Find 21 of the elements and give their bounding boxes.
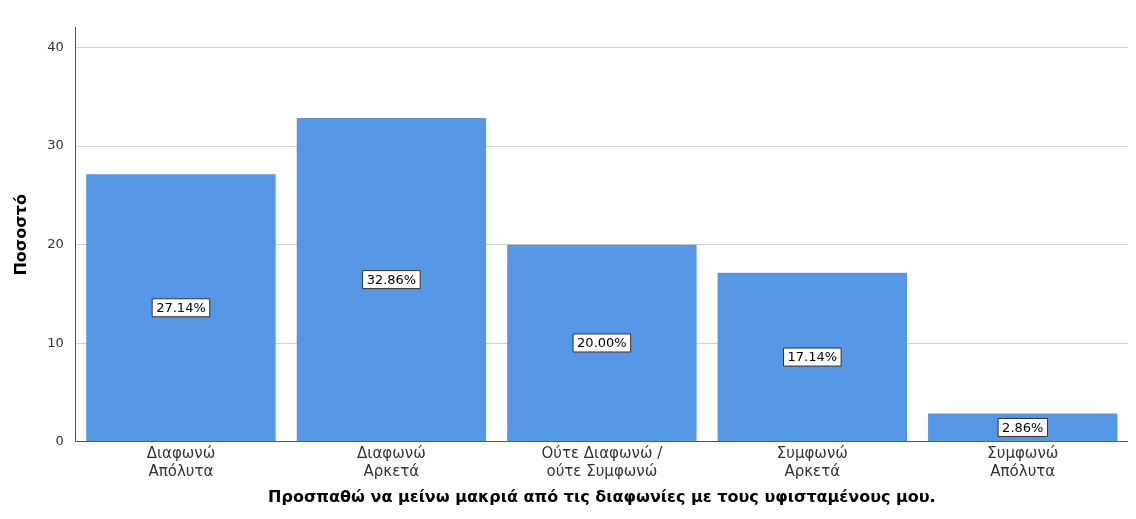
data-label: 32.86% bbox=[366, 271, 417, 287]
y-tick-label: 40 bbox=[47, 38, 64, 54]
y-tick-label: 0 bbox=[55, 433, 64, 449]
bar bbox=[86, 174, 276, 442]
x-tick-label: Διαφωνώ Απόλυτα bbox=[146, 443, 216, 480]
data-label: 27.14% bbox=[156, 300, 206, 316]
x-tick-label: Συμφωνώ Απόλυτα bbox=[987, 443, 1059, 480]
bar bbox=[507, 244, 697, 442]
bar bbox=[296, 117, 487, 442]
y-tick-label: 20 bbox=[47, 236, 64, 252]
data-label: 17.14% bbox=[787, 349, 838, 365]
x-tick-label: Ούτε Διαφωνώ / ούτε Συμφωνώ bbox=[541, 443, 664, 480]
y-tick-label: 30 bbox=[47, 137, 64, 153]
y-tick-label: 10 bbox=[47, 334, 64, 350]
x-axis-title: Προσπαθώ να μείνω μακριά από τις διαφωνίες με τους υφισταμένους μου. bbox=[268, 486, 936, 506]
bar bbox=[717, 272, 908, 442]
x-tick-label: Συμφωνώ Αρκετά bbox=[776, 443, 848, 480]
data-label: 2.86% bbox=[1002, 419, 1044, 435]
data-label: 20.00% bbox=[577, 335, 627, 351]
y-axis-title: Ποσοστό bbox=[10, 194, 30, 276]
x-tick-label: Διαφωνώ Αρκετά bbox=[357, 443, 426, 480]
